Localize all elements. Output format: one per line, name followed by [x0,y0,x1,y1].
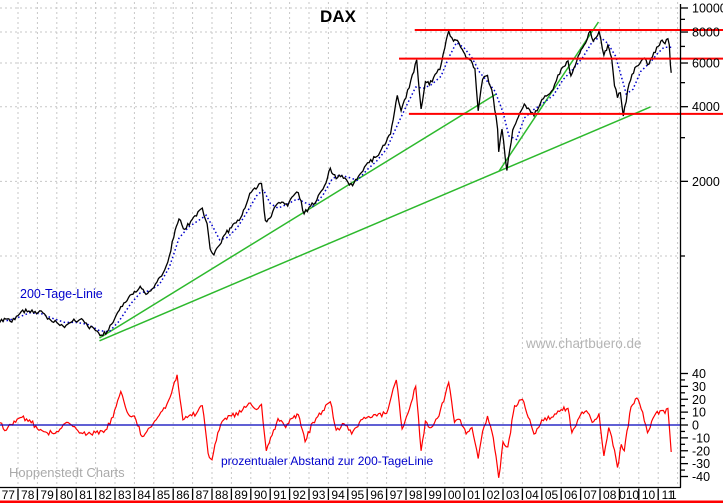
year-label: 00 [448,488,462,502]
year-label: 78 [21,488,35,502]
year-label: 98 [409,488,423,502]
y-axis-label: 2000 [692,175,720,189]
trend-line [498,21,600,172]
year-label: 85 [157,488,171,502]
year-label: 81 [79,488,93,502]
year-label: 94 [331,488,345,502]
y-axis-label: 10000 [692,2,723,16]
year-label: 010 [619,488,639,502]
year-label: 97 [390,488,404,502]
year-label: 89 [234,488,248,502]
osc-axis-label: -10 [692,431,710,445]
year-label: 05 [545,488,559,502]
trend-line [99,93,497,339]
source-label: Hoppenstedt Charts [9,465,125,480]
chart-title: DAX [320,7,356,26]
oscillator-line [0,374,672,478]
year-label: 99 [428,488,442,502]
year-label: 92 [293,488,307,502]
year-label: 03 [506,488,520,502]
year-label: 80 [60,488,74,502]
osc-axis-label: 0 [692,419,699,433]
year-label: 86 [176,488,190,502]
year-label: 90 [254,488,268,502]
osc-axis-label: 20 [692,393,706,407]
year-label: 96 [370,488,384,502]
year-label: 08 [603,488,617,502]
watermark: www.chartbuero.de [526,336,642,351]
year-label: 91 [273,488,287,502]
year-label: 95 [351,488,365,502]
osc-axis-label: -40 [692,470,710,484]
year-label: 93 [312,488,326,502]
ma-200-label: 200-Tage-Linie [20,287,103,301]
year-label: 04 [525,488,539,502]
year-label: 02 [487,488,501,502]
year-label: 84 [137,488,151,502]
osc-axis-label: 40 [692,367,706,381]
osc-axis-label: 30 [692,380,706,394]
y-axis-label: 4000 [692,100,720,114]
year-label: 87 [196,488,210,502]
oscillator-label: prozentualer Abstand zur 200-TageLinie [221,454,434,468]
year-label: 88 [215,488,229,502]
year-label: 11 [662,488,675,502]
year-label: 77 [2,488,16,502]
year-label: 10 [642,488,656,502]
osc-axis-label: -30 [692,457,710,471]
year-label: 01 [467,488,481,502]
y-axis-label: 6000 [692,57,720,71]
bottom-red-line [0,500,723,503]
year-label: 83 [118,488,132,502]
year-label: 07 [584,488,598,502]
year-label: 06 [564,488,578,502]
osc-axis-label: 10 [692,406,706,420]
trend-line [99,106,651,342]
osc-axis-label: -20 [692,444,710,458]
ma-200-line [0,35,672,333]
year-label: 82 [99,488,113,502]
year-label: 79 [40,488,54,502]
y-axis-label: 8000 [692,26,720,40]
year-label: 1 [670,488,677,502]
dax-price-line [0,28,672,337]
